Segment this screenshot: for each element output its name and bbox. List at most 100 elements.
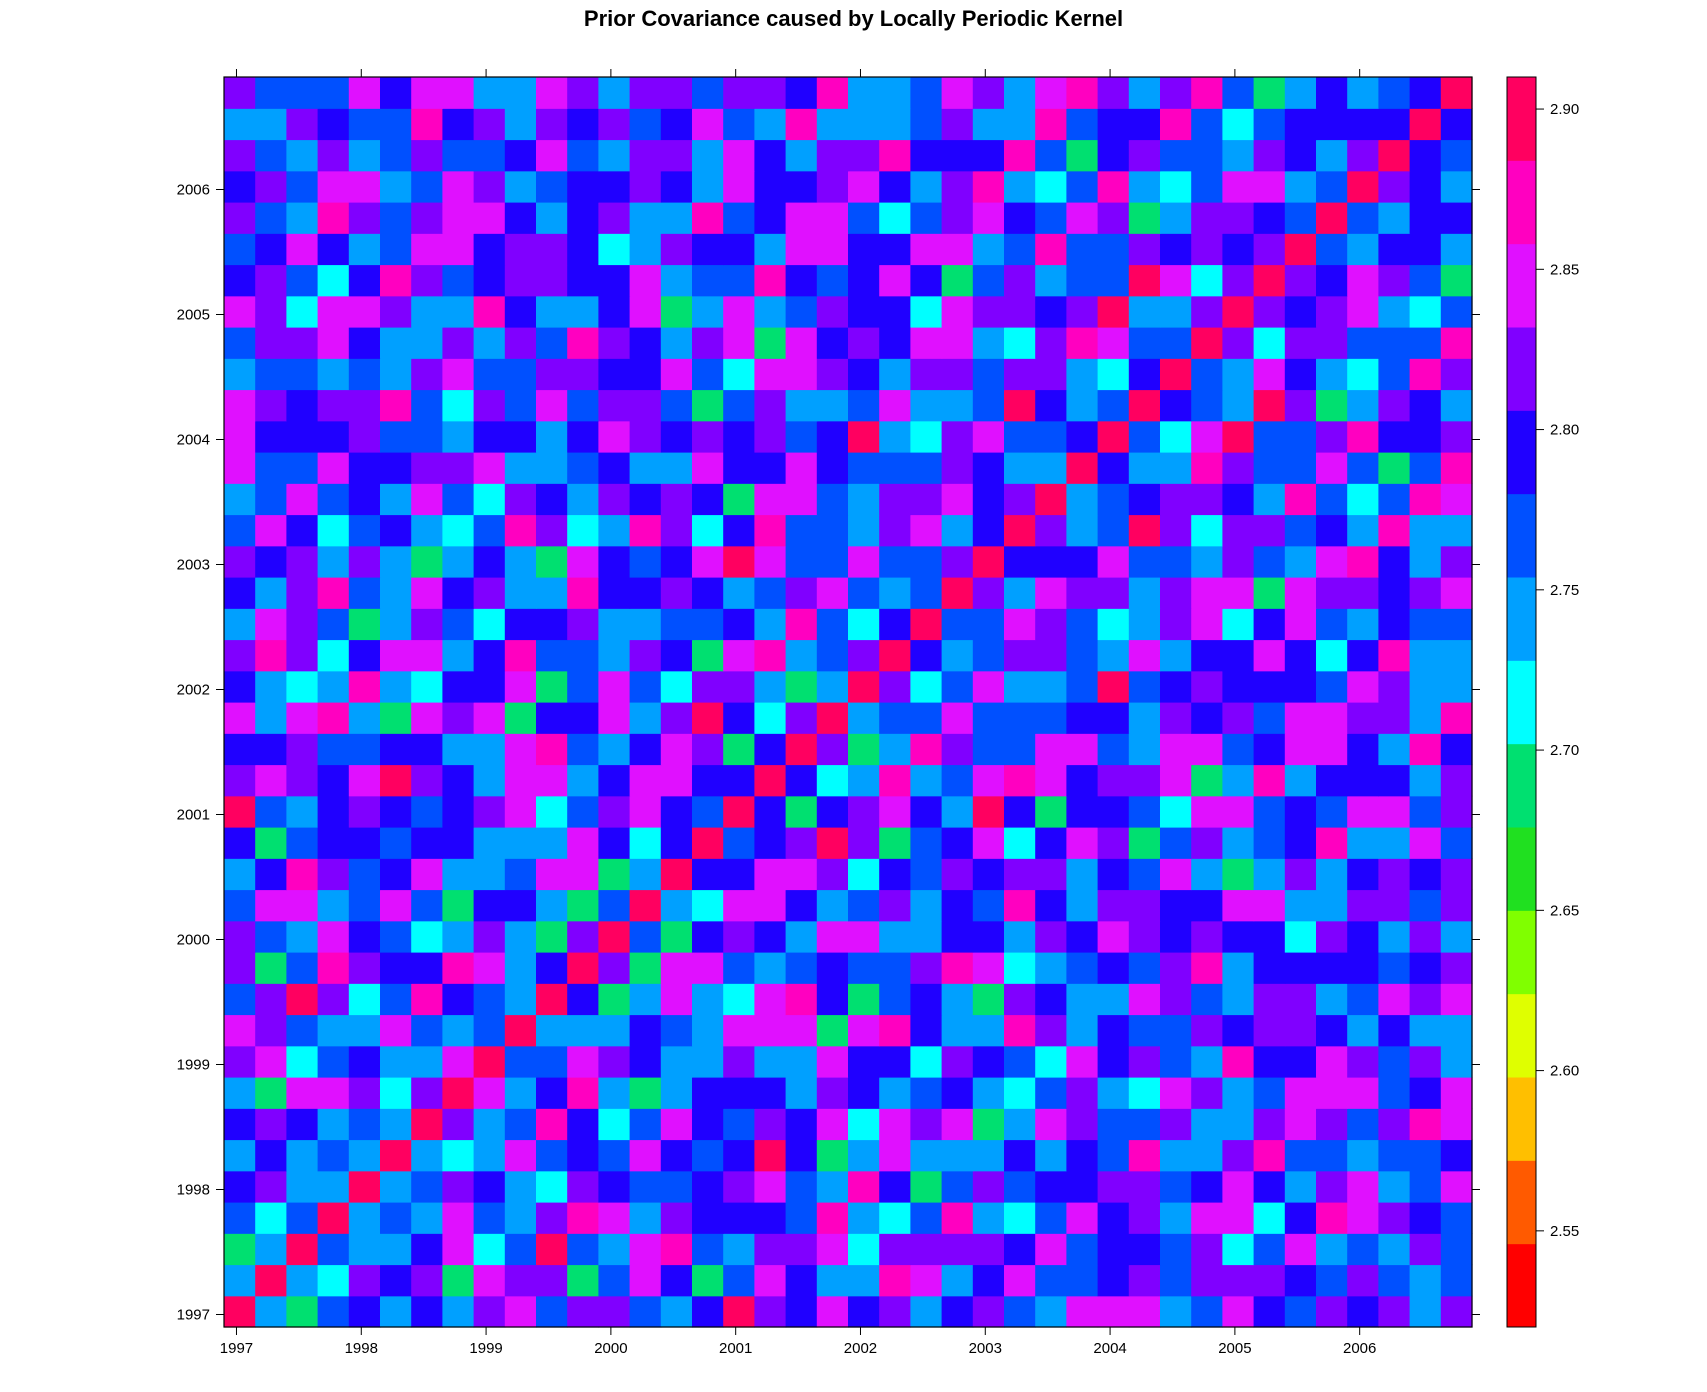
heatmap-cell	[473, 1108, 506, 1141]
heatmap-cell	[1222, 639, 1255, 672]
heatmap-cell	[972, 389, 1005, 422]
heatmap-cell	[1284, 108, 1317, 141]
heatmap-cell	[1378, 1264, 1411, 1297]
heatmap-cell	[785, 170, 818, 203]
heatmap-cell	[941, 295, 974, 328]
heatmap-cell	[1035, 1202, 1067, 1234]
heatmap-cell	[473, 452, 506, 484]
heatmap-cell	[536, 358, 568, 391]
heatmap-cell	[473, 108, 506, 141]
heatmap-cell	[629, 920, 662, 953]
heatmap-cell	[848, 139, 880, 172]
heatmap-cell	[255, 264, 287, 297]
heatmap-cell	[848, 1264, 880, 1297]
heatmap-cell	[1004, 545, 1036, 578]
heatmap-cell	[348, 983, 381, 1016]
heatmap-cell	[411, 420, 443, 453]
heatmap-cell	[567, 733, 599, 766]
heatmap-cell	[660, 858, 693, 891]
heatmap-cell	[255, 702, 287, 734]
heatmap-cell	[972, 858, 1005, 891]
heatmap-cell	[1160, 1202, 1192, 1234]
heatmap-cell	[1316, 577, 1348, 609]
heatmap-cell	[910, 1077, 943, 1109]
heatmap-cell	[567, 827, 599, 859]
heatmap-cell	[785, 795, 818, 828]
heatmap-cell	[286, 139, 319, 172]
heatmap-cell	[1440, 420, 1473, 453]
heatmap-cell	[910, 639, 943, 672]
heatmap-cell	[1440, 514, 1473, 547]
heatmap-cell	[442, 452, 475, 484]
x-tick-label: 2006	[1343, 1340, 1376, 1357]
heatmap-cell	[785, 1264, 818, 1297]
heatmap-cell	[567, 639, 599, 672]
heatmap-cell	[1378, 514, 1411, 547]
heatmap-cell	[660, 827, 693, 859]
heatmap-cell	[692, 233, 724, 266]
heatmap-cell	[1066, 702, 1099, 734]
heatmap-cell	[504, 577, 537, 609]
heatmap-cell	[504, 327, 537, 359]
heatmap-cell	[598, 483, 631, 516]
heatmap-cell	[1440, 1295, 1473, 1328]
heatmap-cell	[442, 233, 475, 266]
heatmap-cell	[723, 1045, 755, 1078]
heatmap-cell	[1409, 77, 1442, 109]
heatmap-cell	[910, 233, 943, 266]
y-tick-label: 2002	[177, 682, 210, 699]
heatmap-cell	[1160, 1139, 1192, 1172]
heatmap-cell	[380, 1295, 412, 1328]
heatmap-cell	[941, 233, 974, 266]
heatmap-cell	[1066, 389, 1099, 422]
heatmap-cell	[785, 233, 818, 266]
heatmap-cell	[286, 920, 319, 953]
heatmap-cell	[536, 327, 568, 359]
heatmap-cell	[1222, 483, 1255, 516]
heatmap-cell	[1097, 420, 1130, 453]
heatmap-cell	[286, 108, 319, 141]
heatmap-cell	[879, 702, 911, 734]
heatmap-cell	[536, 764, 568, 797]
heatmap-cell	[411, 139, 443, 172]
heatmap-cell	[1160, 545, 1192, 578]
heatmap-cell	[1191, 733, 1223, 766]
heatmap-cell	[411, 327, 443, 359]
heatmap-cell	[380, 952, 412, 984]
heatmap-cell	[1222, 389, 1255, 422]
heatmap-cell	[1440, 827, 1473, 859]
heatmap-cell	[754, 514, 787, 547]
heatmap-cell	[1347, 483, 1379, 516]
heatmap-cell	[1347, 983, 1379, 1016]
heatmap-cell	[411, 577, 443, 609]
heatmap-cell	[660, 577, 693, 609]
heatmap-cell	[941, 327, 974, 359]
heatmap-cell	[473, 1264, 506, 1297]
heatmap-cell	[910, 983, 943, 1016]
heatmap-cell	[660, 1170, 693, 1203]
heatmap-cell	[1004, 1233, 1036, 1266]
heatmap-cell	[1222, 1170, 1255, 1203]
heatmap-cell	[598, 952, 631, 984]
heatmap-cell	[1440, 920, 1473, 953]
heatmap-cell	[1440, 577, 1473, 609]
heatmap-cell	[567, 139, 599, 172]
heatmap-cell	[692, 1077, 724, 1109]
heatmap-cell	[1004, 139, 1036, 172]
heatmap-cell	[286, 514, 319, 547]
heatmap-cell	[1128, 77, 1161, 109]
heatmap-cell	[473, 702, 506, 734]
heatmap-cell	[1222, 670, 1255, 703]
heatmap-cell	[910, 577, 943, 609]
heatmap-cell	[754, 608, 787, 641]
heatmap-cell	[941, 358, 974, 391]
heatmap-cell	[1222, 1108, 1255, 1141]
heatmap-cell	[317, 827, 350, 859]
heatmap-cell	[972, 1139, 1005, 1172]
heatmap-cell	[723, 108, 755, 141]
heatmap-cell	[972, 608, 1005, 641]
heatmap-cell	[317, 577, 350, 609]
heatmap-cell	[1347, 795, 1379, 828]
y-tick-label: 2006	[177, 182, 210, 199]
heatmap-cell	[1284, 77, 1317, 109]
